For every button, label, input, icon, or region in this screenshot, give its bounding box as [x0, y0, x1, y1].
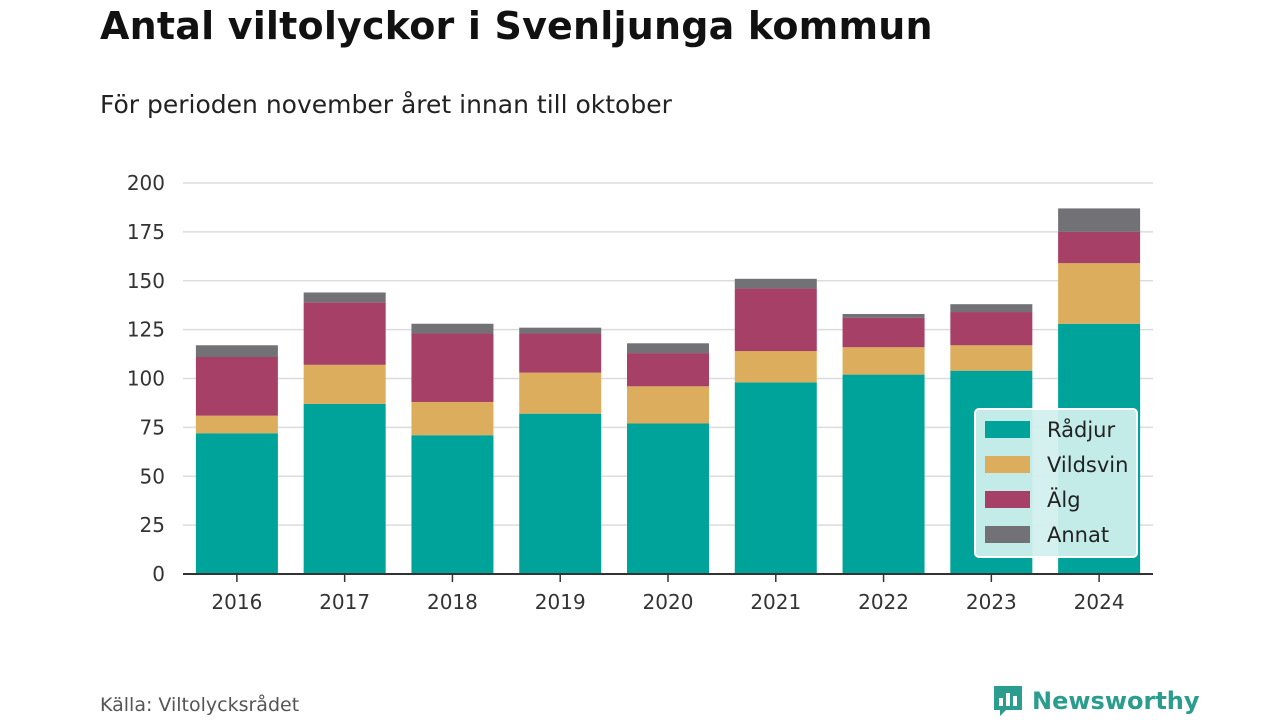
bar-segment-älg — [1058, 231, 1141, 264]
bar-segment-rådjur — [627, 423, 709, 574]
legend-swatch — [985, 491, 1030, 508]
legend-swatch — [985, 526, 1030, 543]
bar-segment-älg — [411, 333, 494, 402]
bar-segment-vildsvin — [519, 372, 602, 414]
bar-segment-rådjur — [734, 382, 817, 574]
bar-segment-vildsvin — [303, 364, 386, 404]
legend-swatch — [985, 456, 1030, 473]
chart-title: Antal viltolyckor i Svenljunga kommun — [100, 4, 933, 48]
bar-segment-rådjur — [842, 374, 925, 574]
bar-segment-älg — [627, 353, 709, 387]
y-tick-label: 100 — [127, 367, 165, 391]
bar-segment-vildsvin — [411, 401, 494, 436]
y-tick-label: 50 — [140, 464, 165, 488]
y-tick-label: 150 — [127, 269, 165, 293]
y-tick-label: 25 — [140, 513, 165, 537]
x-tick-label: 2022 — [858, 590, 909, 614]
legend-box — [974, 408, 1138, 558]
bar-segment-älg — [842, 317, 925, 348]
bar-segment-älg — [734, 288, 817, 352]
y-axis-ticks: 0 25 50 75 100 125 150 175 200 — [127, 171, 165, 586]
y-tick-label: 75 — [140, 415, 165, 439]
bar-segment-rådjur — [411, 435, 494, 574]
bar-segment-vildsvin — [734, 351, 817, 383]
x-tick-label: 2020 — [643, 590, 694, 614]
bar-segment-annat — [303, 292, 386, 303]
x-tick-label: 2023 — [966, 590, 1017, 614]
legend-label: Vildsvin — [1047, 453, 1128, 477]
x-tick-label: 2021 — [750, 590, 801, 614]
bar-segment-älg — [195, 356, 278, 416]
x-tick-label: 2019 — [535, 590, 586, 614]
bar-segment-vildsvin — [842, 347, 925, 375]
bar-segment-älg — [950, 312, 1033, 346]
y-tick-label: 200 — [127, 171, 165, 195]
y-tick-label: 125 — [127, 318, 165, 342]
source-note: Källa: Viltolycksrådet — [100, 694, 300, 716]
chart-subtitle: För perioden november året innan till ok… — [100, 90, 672, 119]
legend-swatch — [985, 421, 1030, 438]
bar-segment-annat — [734, 278, 817, 289]
bar-segment-annat — [195, 345, 278, 357]
bar-segment-vildsvin — [627, 386, 709, 424]
bar-segment-annat — [627, 343, 709, 354]
bar-segment-rådjur — [519, 413, 602, 574]
brand[interactable]: Newsworthy — [992, 684, 1200, 718]
bar-segment-vildsvin — [1058, 263, 1141, 324]
bar-segment-rådjur — [303, 403, 386, 574]
legend: Rådjur Vildsvin Älg Annat — [974, 408, 1138, 558]
x-axis-ticks: 2016 2017 2018 2019 2020 2021 2022 2023 2024 — [183, 573, 1153, 614]
x-tick-label: 2016 — [211, 590, 262, 614]
bar-segment-rådjur — [195, 433, 278, 574]
bar-segment-älg — [519, 333, 602, 373]
legend-label: Älg — [1047, 487, 1081, 512]
bar-segment-annat — [842, 313, 925, 318]
x-tick-label: 2018 — [427, 590, 478, 614]
bar-segment-vildsvin — [195, 415, 278, 434]
bar-segment-vildsvin — [950, 345, 1033, 371]
newsworthy-logo-icon — [994, 686, 1022, 716]
bar-segment-annat — [1058, 208, 1141, 232]
bar-segment-annat — [411, 323, 494, 334]
bar-segment-annat — [950, 304, 1033, 313]
legend-label: Annat — [1047, 523, 1109, 547]
bar-segment-annat — [519, 327, 602, 334]
bars — [195, 208, 1141, 574]
x-tick-label: 2017 — [319, 590, 370, 614]
bar-segment-älg — [303, 302, 386, 365]
brand-name: Newsworthy — [1032, 687, 1200, 715]
y-tick-label: 175 — [127, 220, 165, 244]
legend-label: Rådjur — [1047, 417, 1115, 442]
x-tick-label: 2024 — [1074, 590, 1125, 614]
y-tick-label: 0 — [152, 562, 165, 586]
